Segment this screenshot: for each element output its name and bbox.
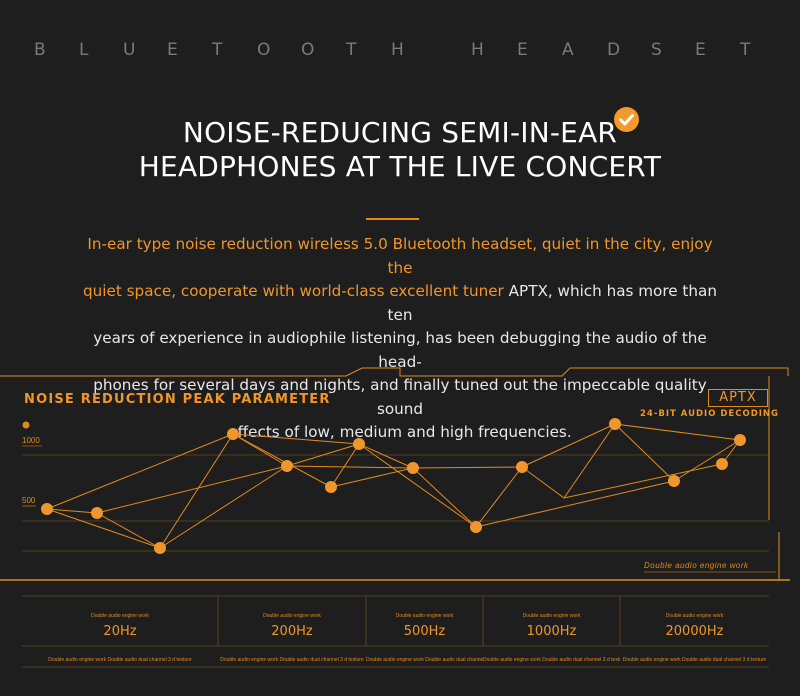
header-letter: E <box>167 40 178 60</box>
frequency-cell: Double audio engine work 20Hz <box>22 613 218 663</box>
title-divider <box>366 218 419 220</box>
header-letter: T <box>740 40 751 60</box>
peak-node <box>154 542 166 554</box>
frequency-caption: Double audio engine work <box>665 613 724 619</box>
peak-node <box>470 521 482 533</box>
frequency-footnote: Double audio engine work Double audio du… <box>622 657 767 663</box>
y-tick-label: 500 <box>22 496 36 505</box>
peak-node <box>609 418 621 430</box>
page-title: NOISE-REDUCING SEMI-IN-EAR HEADPHONES AT… <box>0 116 800 184</box>
header-letter: E <box>695 40 706 60</box>
y-tick-label: 1000 <box>22 436 40 445</box>
peak-node <box>227 428 239 440</box>
peak-node <box>325 481 337 493</box>
peak-node <box>353 438 365 450</box>
header-letter: E <box>517 40 528 60</box>
peak-nodes <box>41 418 746 554</box>
check-icon <box>614 107 639 132</box>
aptx-badge: APTX <box>708 389 768 407</box>
peak-node <box>281 460 293 472</box>
frequency-cell: Double audio engine work 500Hz <box>366 613 483 663</box>
aptx-badge-subtitle: 24-BIT AUDIO DECODING <box>640 409 780 419</box>
header-letter: H <box>391 40 404 60</box>
header-letter: T <box>212 40 223 60</box>
peak-node <box>668 475 680 487</box>
header-letter: B <box>34 40 46 60</box>
axis-marker-dot <box>22 421 30 429</box>
peak-node <box>41 503 53 515</box>
frequency-footnote: Double audio engine work Double audio du… <box>48 657 192 663</box>
frequency-footnote: Double audio engine work Double audio du… <box>366 657 483 663</box>
header-letter: A <box>562 40 574 60</box>
frequency-footnote: Double audio engine work Double audio du… <box>220 657 364 663</box>
peak-node <box>716 458 728 470</box>
header-letter: H <box>471 40 484 60</box>
header-letter: L <box>79 40 89 60</box>
header-letter: T <box>346 40 357 60</box>
peak-node <box>407 462 419 474</box>
frequency-caption: Double audio engine work <box>395 613 454 619</box>
product-description: In-ear type noise reduction wireless 5.0… <box>80 233 720 445</box>
engine-note: Double audio engine work <box>644 561 749 570</box>
header-spaced-title: B L U E T O O T H H E A D S E T <box>30 40 770 70</box>
frequency-value: 1000Hz <box>526 624 577 639</box>
frequency-value: 500Hz <box>403 624 446 639</box>
description-text: effects of low, medium and high frequenc… <box>228 423 572 441</box>
peak-node <box>91 507 103 519</box>
description-highlight: quiet space, cooperate with world-class … <box>83 282 504 300</box>
frequency-value: 200Hz <box>271 624 313 639</box>
header-letter: O <box>257 40 271 60</box>
header-letter: O <box>301 40 315 60</box>
frequency-cell: Double audio engine work 1000Hz <box>483 613 620 663</box>
peak-node <box>516 461 528 473</box>
panel-frame <box>0 367 789 377</box>
description-highlight: In-ear type noise reduction wireless 5.0… <box>87 235 713 277</box>
frequency-cell: Double audio engine work 20000Hz <box>620 613 769 663</box>
frequency-cell: Double audio engine work 200Hz <box>218 613 366 663</box>
description-text: APTX, which has more than ten <box>387 282 717 324</box>
frequency-value: 20000Hz <box>665 624 724 639</box>
section-title: NOISE REDUCTION PEAK PARAMETER <box>24 392 331 407</box>
page-title-line-2: HEADPHONES AT THE LIVE CONCERT <box>138 150 662 183</box>
frequency-caption: Double audio engine work <box>522 613 581 619</box>
frequency-caption: Double audio engine work <box>91 613 149 619</box>
header-letter: S <box>651 40 662 60</box>
frequency-footnote: Double audio engine work Double audio du… <box>483 657 620 663</box>
frequency-value: 20Hz <box>103 624 137 639</box>
peak-node <box>734 434 746 446</box>
frequency-caption: Double audio engine work <box>263 613 321 619</box>
description-text: phones for several days and nights, and … <box>93 376 707 418</box>
description-text: years of experience in audiophile listen… <box>93 329 707 371</box>
header-letter: D <box>607 40 621 60</box>
page-title-line-1: NOISE-REDUCING SEMI-IN-EAR <box>182 116 618 149</box>
header-letter: U <box>123 40 136 60</box>
peak-network <box>46 423 741 549</box>
